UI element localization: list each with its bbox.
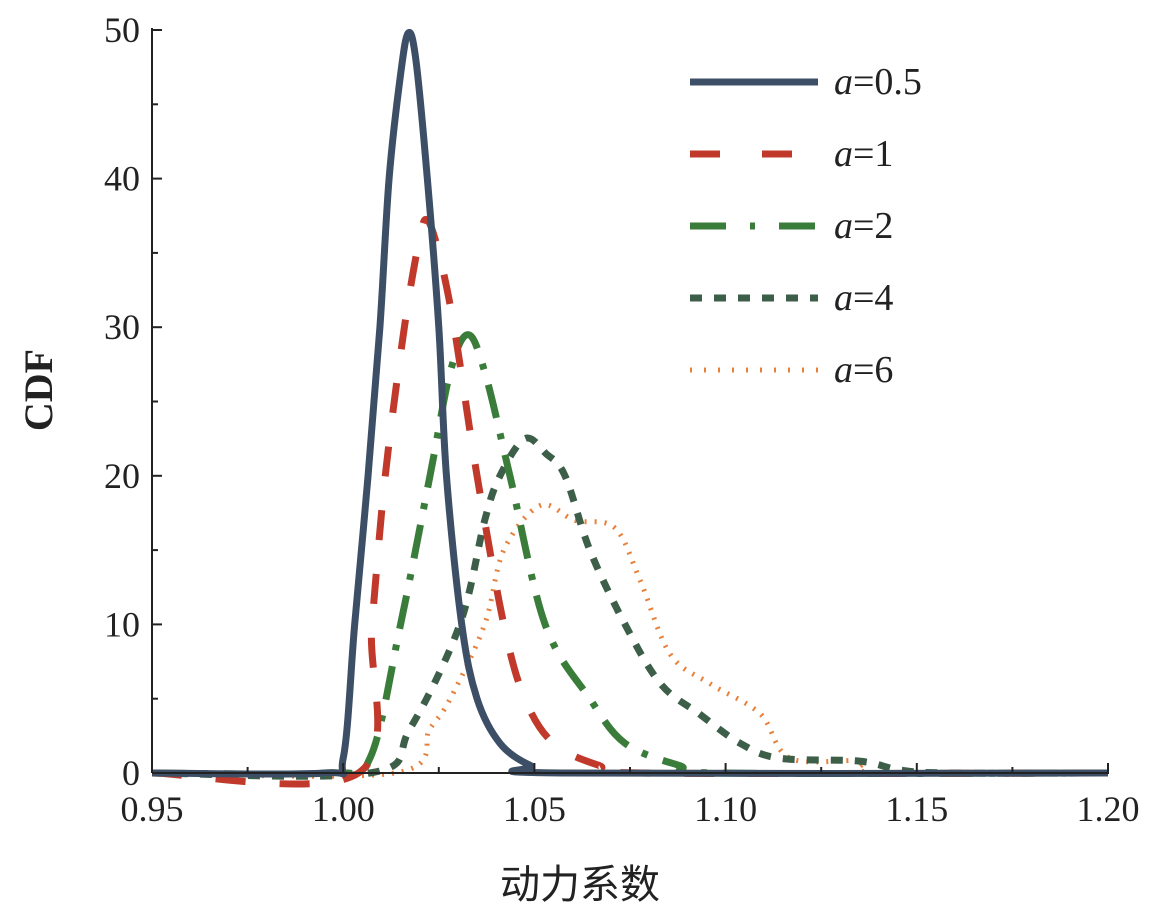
y-tick-label: 20 [104, 456, 140, 496]
y-tick-label: 0 [122, 753, 140, 793]
legend-label-2: a=2 [834, 205, 893, 247]
x-axis-label: 动力系数 [500, 862, 660, 908]
legend: a=0.5 a=1 a=2 a=4 a=6 [690, 61, 922, 391]
legend-label-0: a=0.5 [834, 61, 922, 103]
legend-label-3: a=4 [834, 277, 893, 319]
series-line-4 [151, 502, 1109, 779]
axes: 0.95 1.00 1.05 1.10 1.15 1.20 0 10 20 30 40 50 [104, 10, 1140, 829]
series-line-3 [151, 434, 1109, 780]
x-tick-label: 1.15 [885, 789, 948, 829]
y-tick-label: 30 [104, 307, 140, 347]
x-tick-label: 1.20 [1077, 789, 1140, 829]
x-tick-label: 1.05 [503, 789, 566, 829]
x-tick-label: 1.10 [694, 789, 757, 829]
series-line-1 [151, 215, 1109, 788]
series-line-0 [151, 28, 1109, 778]
y-tick-label: 40 [104, 159, 140, 199]
y-tick-label: 10 [104, 604, 140, 644]
x-tick-label: 1.00 [312, 789, 375, 829]
x-tick-label: 0.95 [121, 789, 184, 829]
series-line-2 [151, 331, 1109, 778]
legend-label-4: a=6 [834, 349, 893, 391]
y-axis-label: CDF [16, 349, 61, 431]
legend-label-1: a=1 [834, 133, 893, 175]
series-layer [151, 28, 1109, 788]
y-tick-label: 50 [104, 10, 140, 50]
